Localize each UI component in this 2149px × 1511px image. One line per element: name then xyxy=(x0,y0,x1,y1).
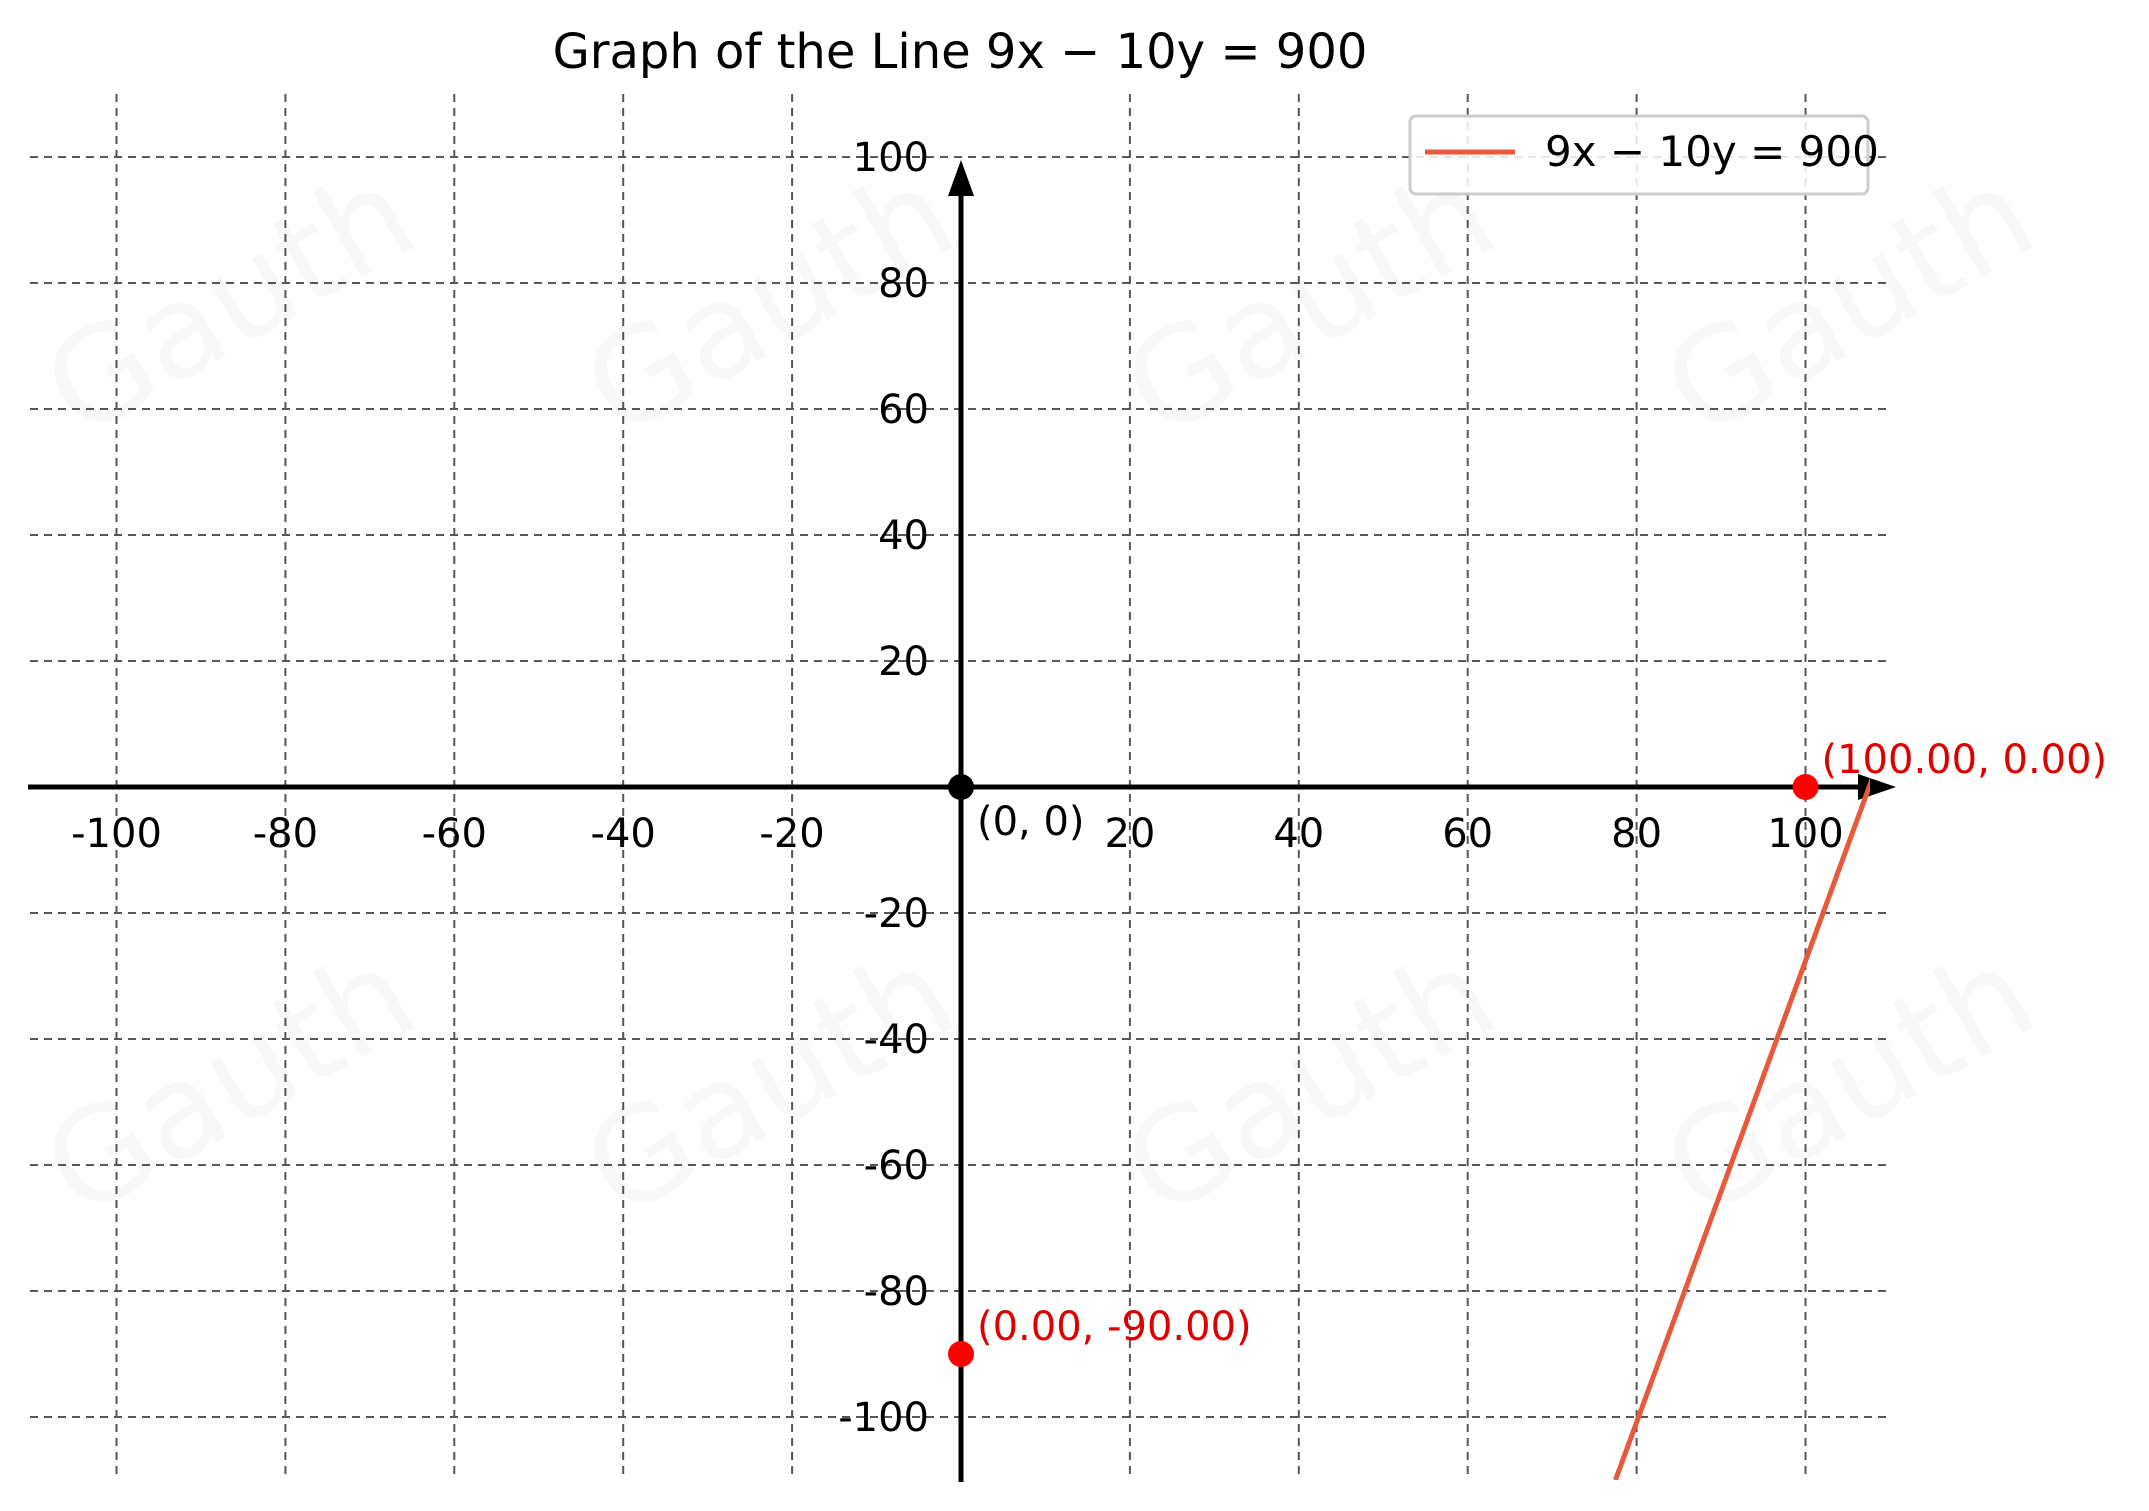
x-tick-label: -20 xyxy=(759,811,824,857)
legend-frame xyxy=(1408,114,1870,196)
watermark-text: Gauth xyxy=(1640,917,2059,1247)
x-tick-label: 80 xyxy=(1611,811,1662,857)
x-tick-label: -60 xyxy=(422,811,487,857)
x-tick-label: 60 xyxy=(1442,811,1493,857)
data-point xyxy=(948,774,974,800)
y-tick-label: 100 xyxy=(853,135,929,181)
y-tick-label: -80 xyxy=(864,1269,929,1315)
watermark-layer: GauthGauthGauthGauthGauthGauthGauthGauth xyxy=(20,137,2059,1247)
tick-labels: -100 -80 -60 -40 -20 20 40 60 80 100 100 80 60 40 20 -2… xyxy=(71,135,1844,1441)
y-tick-label: -60 xyxy=(864,1143,929,1189)
x-tick-label: -80 xyxy=(253,811,318,857)
point-label: (100.00, 0.00) xyxy=(1822,737,2108,783)
y-tick-label: -20 xyxy=(864,891,929,937)
series-line xyxy=(1613,777,1870,1480)
x-tick-label: 100 xyxy=(1767,811,1843,857)
watermark-text: Gauth xyxy=(1100,917,1519,1247)
y-tick-label: -40 xyxy=(864,1017,929,1063)
x-tick-label: 40 xyxy=(1273,811,1324,857)
x-tick-label: 20 xyxy=(1104,811,1155,857)
y-tick-label: -100 xyxy=(838,1395,929,1441)
point-label: (0.00, -90.00) xyxy=(977,1304,1252,1350)
data-point xyxy=(948,1341,974,1367)
x-tick-label: -40 xyxy=(591,811,656,857)
y-tick-label: 60 xyxy=(878,387,929,433)
watermark-text: Gauth xyxy=(20,137,439,467)
legend-label: 9x − 10y = 900 xyxy=(1545,127,1879,176)
y-tick-label: 40 xyxy=(878,513,929,559)
point-label: (0, 0) xyxy=(977,799,1085,845)
y-axis-arrow-icon xyxy=(948,160,974,196)
data-point xyxy=(1792,774,1819,800)
y-tick-label: 80 xyxy=(878,261,929,307)
series-layer xyxy=(1613,777,1870,1480)
legend: 9x − 10y = 900 xyxy=(1408,114,1879,196)
points-layer: (0, 0) (100.00, 0.00) (0.00, -90.00) xyxy=(948,737,2107,1367)
y-tick-label: 20 xyxy=(878,639,929,685)
watermark-text: Gauth xyxy=(20,917,439,1247)
x-tick-label: -100 xyxy=(71,811,162,857)
chart-title: Graph of the Line 9x − 10y = 900 xyxy=(553,24,1368,80)
